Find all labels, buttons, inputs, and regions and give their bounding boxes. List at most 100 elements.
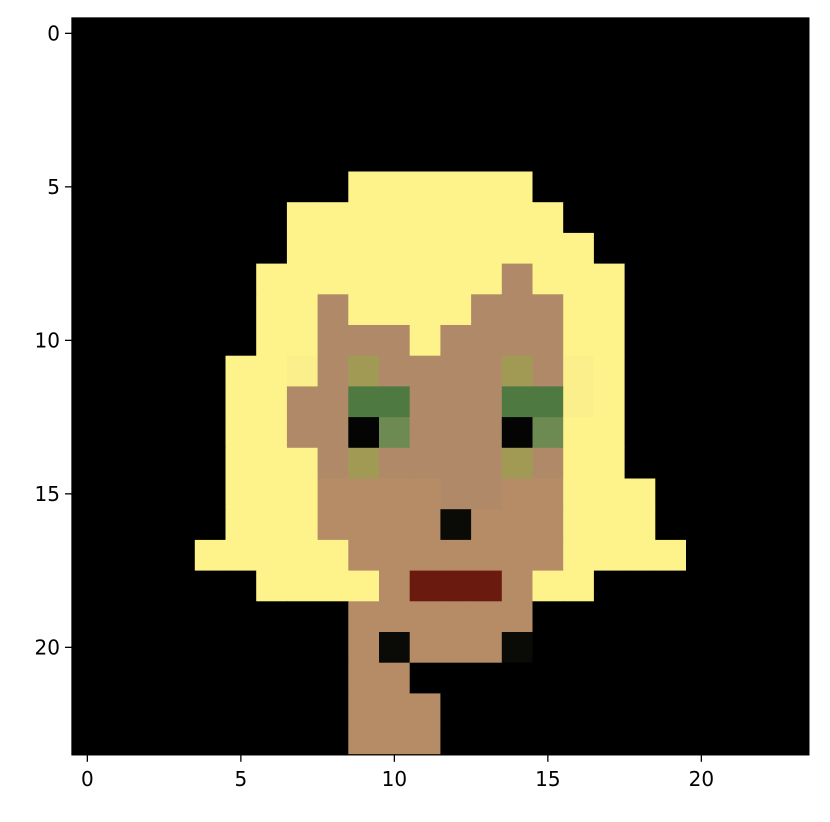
pixel-cell — [440, 693, 471, 724]
pixel-cell — [195, 79, 226, 110]
pixel-cell — [502, 571, 533, 602]
pixel-cell — [747, 294, 778, 325]
pixel-cell — [625, 601, 656, 632]
pixel-cell — [778, 141, 809, 172]
pixel-cell — [440, 571, 471, 602]
pixel-cell — [471, 540, 502, 571]
pixel-cell — [226, 540, 257, 571]
pixel-cell — [287, 479, 318, 510]
pixel-cell — [287, 724, 318, 755]
pixel-cell — [348, 693, 379, 724]
pixel-cell — [471, 202, 502, 233]
pixel-cell — [502, 202, 533, 233]
pixel-cell — [594, 294, 625, 325]
pixel-cell — [440, 663, 471, 694]
pixel-cell — [440, 417, 471, 448]
pixel-cell — [348, 386, 379, 417]
pixel-cell — [747, 448, 778, 479]
pixel-cell — [195, 264, 226, 295]
pixel-cell — [226, 386, 257, 417]
pixel-cell — [72, 325, 103, 356]
pixel-cell — [440, 110, 471, 141]
pixel-cell — [533, 79, 564, 110]
pixel-cell — [717, 693, 748, 724]
pixel-cell — [563, 571, 594, 602]
pixel-cell — [103, 49, 134, 80]
pixel-cell — [164, 356, 195, 387]
pixel-cell — [533, 448, 564, 479]
pixel-cell — [318, 294, 349, 325]
pixel-cell — [133, 141, 164, 172]
pixel-cell — [778, 540, 809, 571]
pixel-cell — [287, 49, 318, 80]
pixel-cell — [686, 571, 717, 602]
pixel-cell — [410, 632, 441, 663]
pixel-cell — [440, 724, 471, 755]
pixel-cell — [410, 601, 441, 632]
pixel-cell — [717, 632, 748, 663]
pixel-cell — [379, 49, 410, 80]
pixel-cell — [133, 264, 164, 295]
pixel-cell — [195, 356, 226, 387]
pixel-cell — [594, 18, 625, 49]
pixel-cell — [533, 294, 564, 325]
pixel-cell — [655, 233, 686, 264]
pixel-cell — [686, 49, 717, 80]
pixel-cell — [164, 601, 195, 632]
pixel-cell — [287, 294, 318, 325]
pixel-cell — [133, 294, 164, 325]
pixel-cell — [226, 294, 257, 325]
pixel-cell — [625, 724, 656, 755]
pixel-cell — [133, 417, 164, 448]
pixel-cell — [348, 417, 379, 448]
pixel-cell — [655, 202, 686, 233]
pixel-cell — [410, 110, 441, 141]
pixel-cell — [471, 448, 502, 479]
pixel-cell — [72, 356, 103, 387]
pixel-cell — [502, 141, 533, 172]
pixel-cell — [195, 202, 226, 233]
pixel-cell — [502, 110, 533, 141]
pixel-cell — [655, 571, 686, 602]
pixel-cell — [410, 571, 441, 602]
pixel-cell — [747, 571, 778, 602]
pixel-cell — [410, 448, 441, 479]
pixel-cell — [72, 448, 103, 479]
pixel-cell — [686, 141, 717, 172]
pixel-cell — [440, 264, 471, 295]
pixel-cell — [318, 479, 349, 510]
pixel-cell — [594, 325, 625, 356]
pixel-cell — [195, 141, 226, 172]
pixel-cell — [133, 18, 164, 49]
pixel-cell — [533, 540, 564, 571]
pixel-cell — [72, 233, 103, 264]
pixel-cell — [348, 601, 379, 632]
pixel-cell — [256, 509, 287, 540]
pixel-cell — [625, 49, 656, 80]
pixel-cell — [379, 601, 410, 632]
pixel-cell — [717, 202, 748, 233]
pixel-cell — [625, 202, 656, 233]
pixel-cell — [471, 479, 502, 510]
pixel-cell — [594, 202, 625, 233]
pixel-cell — [747, 18, 778, 49]
pixel-cell — [686, 264, 717, 295]
pixel-cell — [287, 386, 318, 417]
pixel-cell — [318, 141, 349, 172]
pixel-cell — [563, 509, 594, 540]
pixel-cell — [226, 79, 257, 110]
pixel-cell — [256, 724, 287, 755]
pixel-cell — [72, 417, 103, 448]
pixel-cell — [348, 233, 379, 264]
pixel-cell — [502, 479, 533, 510]
pixel-cell — [348, 294, 379, 325]
pixel-cell — [164, 479, 195, 510]
pixel-cell — [717, 540, 748, 571]
pixel-cell — [226, 141, 257, 172]
pixel-cell — [379, 325, 410, 356]
pixel-cell — [318, 202, 349, 233]
pixel-cell — [625, 110, 656, 141]
pixel-cell — [778, 724, 809, 755]
pixel-cell — [256, 79, 287, 110]
pixel-cell — [379, 172, 410, 203]
